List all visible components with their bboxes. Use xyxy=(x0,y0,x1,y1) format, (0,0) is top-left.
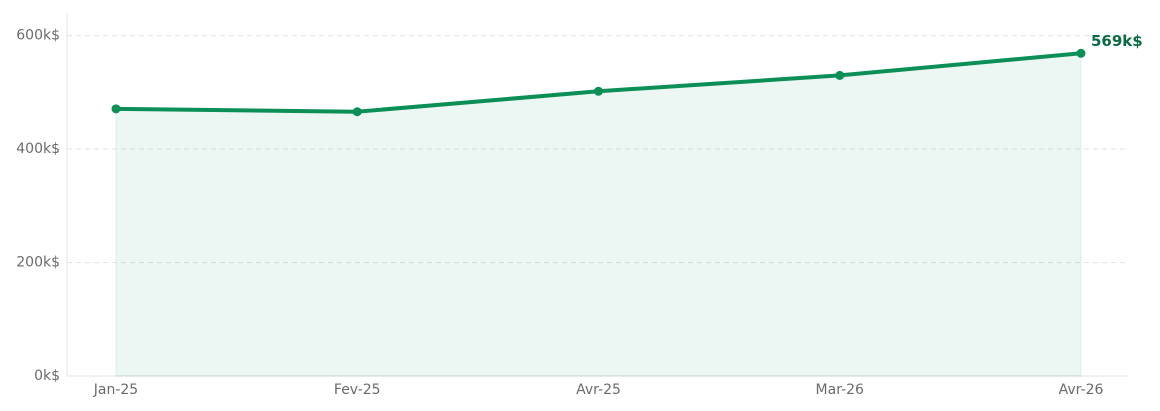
value-label: 569k$ xyxy=(1091,32,1143,50)
x-tick-label: Avr-26 xyxy=(1059,382,1104,398)
point xyxy=(835,70,845,80)
x-tick-label: Mar-26 xyxy=(816,382,864,398)
y-tick-label: 0k$ xyxy=(34,368,60,384)
y-tick-label: 200k$ xyxy=(16,255,60,271)
x-tick-label: Avr-25 xyxy=(576,382,621,398)
point xyxy=(594,86,603,96)
x-tick-label: Fev-25 xyxy=(334,382,381,398)
x-tick-label: Jan-25 xyxy=(93,382,138,398)
point xyxy=(352,107,362,117)
point xyxy=(1076,48,1086,58)
point xyxy=(111,104,121,114)
y-tick-label: 600k$ xyxy=(16,28,60,44)
y-tick-label: 400k$ xyxy=(16,141,60,157)
area-fill xyxy=(115,52,1082,377)
